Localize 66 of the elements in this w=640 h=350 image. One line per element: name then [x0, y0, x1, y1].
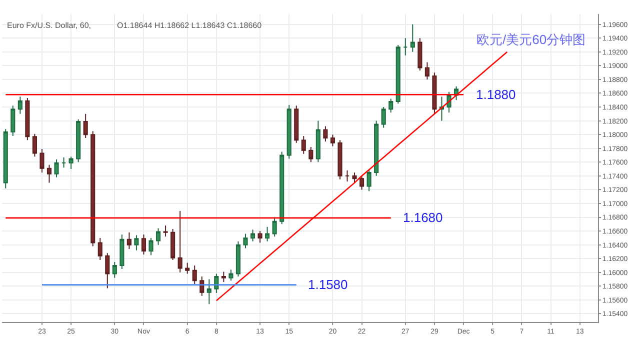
- candlestick: [32, 133, 37, 158]
- candlestick: [141, 234, 146, 255]
- candlestick: [280, 151, 284, 225]
- candlestick: [18, 96, 22, 114]
- candlestick: [120, 234, 124, 270]
- candlestick: [54, 158, 59, 178]
- annotation: O1.18644 H1.18662 L1.18643 C1.18660: [117, 21, 262, 30]
- series-label: 1.1680: [403, 210, 443, 225]
- candlestick: [10, 105, 16, 136]
- candlestick: [424, 62, 430, 80]
- candlestick: [98, 237, 102, 260]
- candlestick: [112, 262, 117, 278]
- candlestick: [388, 98, 394, 114]
- candlestick: [338, 140, 342, 180]
- candlestick: [418, 38, 422, 71]
- candlestick: [272, 216, 277, 238]
- candlestick: [344, 170, 350, 182]
- candlestick: [286, 104, 292, 160]
- candlestick: [228, 269, 234, 282]
- annotation: Euro Fx/U.S. Dollar, 60,: [7, 21, 92, 30]
- candlestick: [83, 113, 88, 139]
- candlestick: [68, 156, 74, 170]
- candlestick: [360, 175, 364, 190]
- candlestick: [410, 24, 415, 52]
- candlestick: [156, 228, 161, 246]
- candlestick: [432, 72, 437, 114]
- candlestick: [46, 164, 52, 184]
- candlestick: [308, 146, 314, 163]
- candlestick: [258, 230, 262, 244]
- candlestick: [243, 233, 248, 249]
- candlestick: [126, 232, 132, 250]
- candlestick: [62, 156, 66, 168]
- candlestick: [323, 126, 328, 142]
- candlestick: [316, 120, 320, 163]
- candlestick: [250, 229, 256, 242]
- candlestick: [330, 134, 335, 147]
- candlestick: [90, 130, 96, 247]
- candlestick: [76, 118, 81, 163]
- candlestick: [134, 234, 139, 251]
- candlestick: [294, 105, 299, 144]
- candlestick: [265, 226, 270, 242]
- candlestick: [148, 237, 154, 256]
- candlestick: [374, 120, 379, 176]
- text: 欧元/美元60分钟图: [476, 32, 586, 48]
- candlestick: [214, 273, 219, 294]
- series-label: 1.1580: [308, 277, 348, 292]
- series-label: 1.1880: [476, 87, 516, 102]
- candlestick: [163, 225, 168, 238]
- candlestick: [352, 172, 357, 184]
- candlestick: [381, 106, 386, 128]
- candlestick: [3, 128, 8, 189]
- candlestick: [178, 210, 182, 273]
- candlestick: [301, 135, 306, 154]
- candlestick: [185, 262, 190, 274]
- candlestick: [236, 240, 240, 278]
- candlestick: [170, 228, 176, 260]
- candlestick: [366, 168, 372, 192]
- candlestick: [206, 278, 212, 305]
- candlestick: [40, 148, 44, 173]
- candlestick: [403, 38, 408, 56]
- candlestick: [200, 276, 204, 296]
- candlestick: [25, 98, 30, 141]
- candlestick: [396, 44, 400, 104]
- candlestick: [221, 271, 226, 283]
- candlestick: [105, 252, 110, 289]
- candlestick: [192, 265, 197, 285]
